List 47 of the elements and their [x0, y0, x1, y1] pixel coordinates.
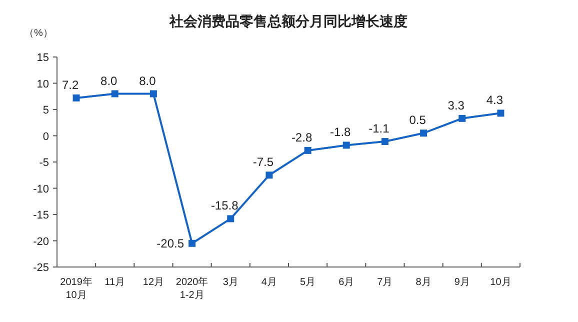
data-label: 3.3 — [448, 98, 465, 112]
x-tick-label: 2019年 10月 — [60, 276, 92, 301]
point — [150, 90, 157, 98]
x-tick-label: 9月 — [454, 277, 470, 288]
data-label: -1.8 — [330, 125, 352, 140]
x-tick-label: 2020年 1-2月 — [176, 276, 208, 301]
chart-title: 社会消费品零售总额分月同比增长速度 — [168, 13, 408, 29]
data-label: -15.8 — [210, 198, 239, 213]
point — [266, 172, 273, 179]
data-label: -1.1 — [368, 122, 390, 136]
point — [458, 114, 466, 122]
x-tick-label: 12月 — [142, 277, 164, 288]
y-tick-label: 5 — [42, 104, 49, 116]
x-tick-label: 6月 — [338, 277, 354, 288]
data-label: -2.8 — [291, 130, 312, 144]
x-tick-label: 5月 — [300, 277, 316, 288]
point — [381, 138, 388, 146]
data-label: 7.2 — [62, 78, 79, 92]
x-tick-label: 3月 — [222, 277, 238, 288]
data-label: 0.5 — [409, 113, 426, 128]
x-tick-label: 11月 — [104, 277, 126, 288]
point — [342, 142, 350, 149]
data-label: 4.3 — [486, 93, 504, 108]
y-tick-label: -15 — [33, 210, 49, 222]
x-tick-label: 4月 — [261, 277, 277, 288]
y-tick-label: 15 — [36, 52, 49, 64]
y-tick-label: -25 — [33, 262, 49, 274]
point — [420, 130, 428, 137]
y-tick-label: -10 — [33, 183, 49, 196]
point — [111, 90, 118, 98]
y-tick-label: -5 — [39, 157, 49, 169]
point — [72, 94, 80, 102]
point — [188, 240, 196, 247]
x-tick-label: 10月 — [490, 277, 512, 288]
y-axis-title: （%） — [24, 28, 53, 39]
x-tick-label: 8月 — [416, 277, 432, 288]
data-label: -20.5 — [156, 236, 184, 250]
data-label: 8.0 — [139, 74, 156, 88]
point — [227, 215, 234, 222]
data-label: -7.5 — [252, 155, 274, 170]
x-tick-label: 7月 — [377, 277, 393, 288]
y-tick-label: 10 — [36, 78, 49, 90]
point — [304, 146, 312, 154]
point — [497, 110, 504, 117]
data-label: 8.0 — [100, 74, 118, 88]
y-tick-label: -20 — [33, 236, 49, 248]
y-tick-label: 0 — [42, 130, 49, 143]
